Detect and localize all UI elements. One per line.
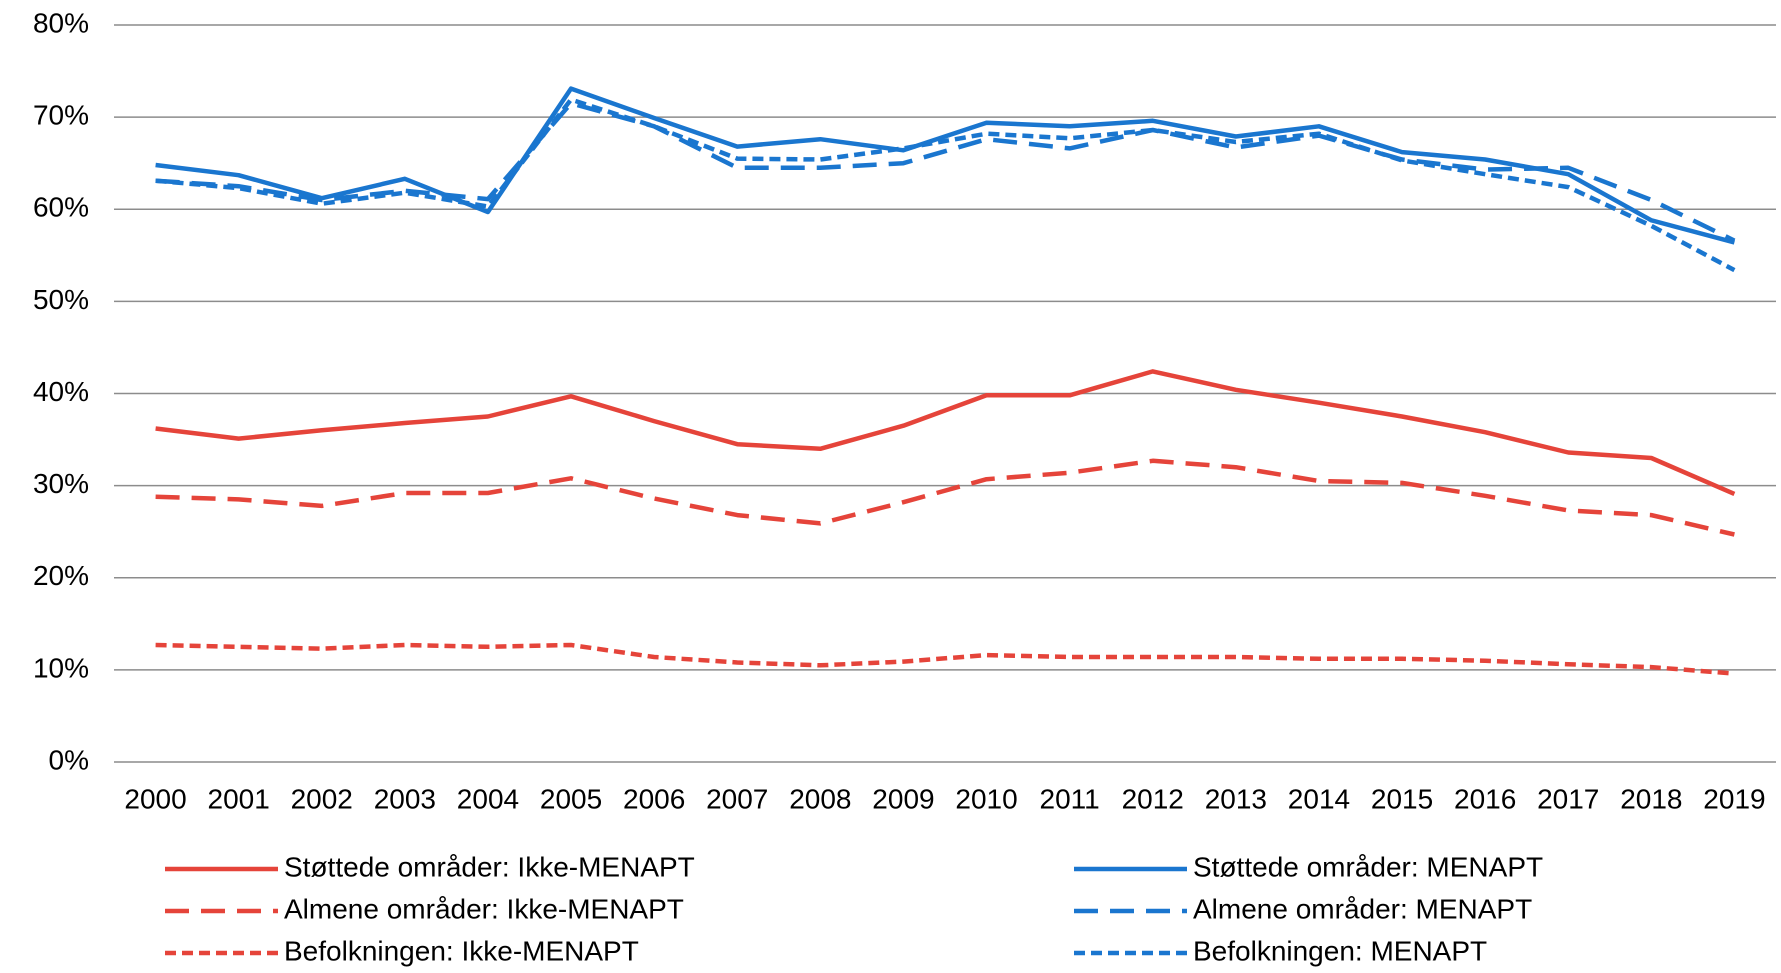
x-tick-label: 2000 — [124, 783, 186, 814]
series-line — [155, 458, 1735, 537]
x-tick-label: 2019 — [1703, 783, 1765, 814]
x-tick-label: 2008 — [789, 783, 851, 814]
y-tick-label: 20% — [33, 560, 89, 591]
x-tick-label: 2018 — [1620, 783, 1682, 814]
series-line — [155, 369, 1736, 496]
x-tick-label: 2011 — [1040, 783, 1100, 814]
x-tick-label: 2004 — [457, 783, 519, 814]
y-tick-label: 30% — [33, 468, 89, 499]
y-tick-label: 70% — [33, 100, 89, 131]
y-tick-label: 0% — [49, 744, 89, 775]
series-line — [155, 101, 1736, 243]
x-tick-label: 2002 — [291, 783, 353, 814]
series-line — [155, 97, 1736, 273]
x-tick-label: 2014 — [1288, 783, 1350, 814]
legend-label: Befolkningen: MENAPT — [1193, 935, 1487, 966]
x-tick-label: 2001 — [208, 783, 270, 814]
x-tick-label: 2007 — [706, 783, 768, 814]
legend-label: Almene områder: Ikke-MENAPT — [284, 893, 684, 924]
x-tick-label: 2017 — [1537, 783, 1599, 814]
y-tick-label: 80% — [33, 7, 89, 38]
x-tick-label: 2005 — [540, 783, 602, 814]
legend-label: Befolkningen: Ikke-MENAPT — [284, 935, 639, 966]
legend-label: Almene områder: MENAPT — [1193, 893, 1532, 924]
legend-label: Støttede områder: Ikke-MENAPT — [284, 851, 695, 882]
x-tick-label: 2010 — [955, 783, 1017, 814]
y-tick-label: 40% — [33, 376, 89, 407]
y-tick-label: 60% — [33, 192, 89, 223]
x-tick-label: 2016 — [1454, 783, 1516, 814]
x-tick-label: 2013 — [1205, 783, 1267, 814]
series-line — [155, 642, 1735, 676]
y-tick-label: 10% — [33, 652, 89, 683]
legend-label: Støttede områder: MENAPT — [1193, 851, 1543, 882]
x-tick-label: 2012 — [1122, 783, 1184, 814]
x-tick-label: 2009 — [872, 783, 934, 814]
y-tick-label: 50% — [33, 284, 89, 315]
series-line — [155, 86, 1735, 245]
x-tick-label: 2015 — [1371, 783, 1433, 814]
x-tick-label: 2006 — [623, 783, 685, 814]
x-tick-label: 2003 — [374, 783, 436, 814]
